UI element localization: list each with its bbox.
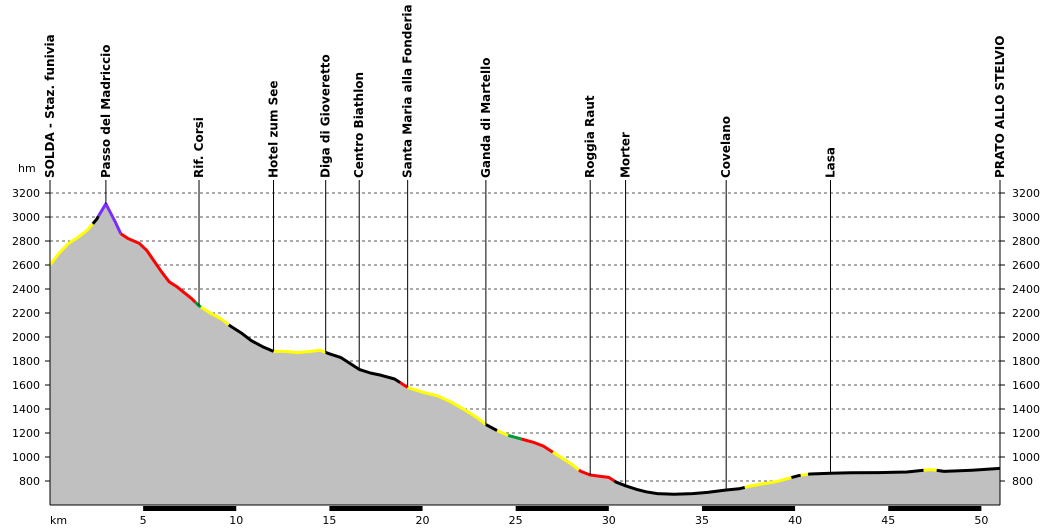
surface-segment-yellow — [407, 385, 487, 426]
y-tick-label: 3200 — [12, 187, 40, 200]
waypoint-label: Centro Biathlon — [352, 72, 366, 178]
y-tick-label: 2200 — [12, 307, 40, 320]
waypoint-label: Lasa — [823, 147, 837, 178]
surface-segment-yellow — [48, 222, 94, 266]
y-tick-label: 2000 — [1012, 331, 1040, 344]
y-tick-label: 2800 — [12, 235, 40, 248]
x-tick-label: 15 — [322, 514, 336, 527]
y-axis-unit-label: hm — [18, 162, 36, 175]
y-tick-label: 3000 — [1012, 211, 1040, 224]
x-axis-band — [888, 506, 982, 511]
x-tick-label: 50 — [974, 514, 988, 527]
y-tick-label: 1600 — [12, 379, 40, 392]
surface-segment-yellow — [200, 305, 230, 326]
x-tick-label: 45 — [881, 514, 895, 527]
x-axis-unit-label: km — [50, 514, 67, 527]
y-tick-label: 1000 — [12, 451, 40, 464]
y-tick-label: 2000 — [12, 331, 40, 344]
surface-segment-red — [119, 232, 197, 304]
waypoint-label: PRATO ALLO STELVIO — [993, 36, 1007, 178]
y-tick-label: 3200 — [1012, 187, 1040, 200]
x-axis-band — [515, 506, 609, 511]
surface-segment-black — [936, 466, 1001, 473]
surface-segment-yellow — [552, 450, 580, 472]
x-axis-band — [143, 506, 237, 511]
waypoint-label: Diga di Gioveretto — [319, 54, 333, 178]
y-tick-label: 1600 — [1012, 379, 1040, 392]
y-axis-left: 800 1000 1200 1400 1600 1800 2000 2200 2400 2600 2… — [12, 180, 51, 505]
y-tick-label: 2600 — [1012, 259, 1040, 272]
y-tick-label: 2600 — [12, 259, 40, 272]
surface-segment-yellow — [273, 348, 327, 355]
y-tick-label: 800 — [19, 475, 40, 488]
x-tick-label: 30 — [602, 514, 616, 527]
x-tick-label: 5 — [140, 514, 147, 527]
waypoint-markers: SOLDA - Staz. funivia Passo del Madriccio… — [43, 4, 1007, 490]
surface-segment-purple — [97, 202, 123, 235]
x-tick-label: 35 — [695, 514, 709, 527]
surface-segment-black — [485, 423, 498, 432]
y-tick-label: 3000 — [12, 211, 40, 224]
surface-segment-yellow — [744, 476, 792, 489]
surface-segment-black — [227, 323, 275, 353]
waypoint-label: Rif. Corsi — [192, 117, 206, 178]
surface-segment-green — [507, 433, 522, 441]
y-tick-label: 2800 — [1012, 235, 1040, 248]
y-tick-label: 2400 — [12, 283, 40, 296]
waypoint-label: Passo del Madriccio — [99, 44, 113, 178]
elevation-area — [50, 203, 1000, 506]
x-tick-label: 20 — [416, 514, 430, 527]
waypoint-label: Morter — [619, 132, 633, 178]
x-tick-label: 40 — [788, 514, 802, 527]
y-axis-right: 800 1000 1200 1400 1600 1800 2000 2200 2400 2600 2… — [999, 180, 1040, 505]
surface-segment-yellow — [496, 429, 509, 437]
waypoint-label: Ganda di Martello — [479, 57, 493, 178]
surface-segment-black — [807, 468, 924, 476]
y-tick-label: 1800 — [12, 355, 40, 368]
y-tick-label: 2400 — [1012, 283, 1040, 296]
surface-segment-red — [578, 468, 616, 483]
x-axis-band — [329, 506, 423, 511]
surface-segment-red — [520, 437, 554, 454]
surface-segment-black — [791, 473, 801, 480]
waypoint-label: Covelano — [719, 116, 733, 178]
waypoint-label: Roggia Raut — [583, 95, 597, 178]
surface-segment-black — [613, 479, 746, 496]
y-tick-label: 1200 — [1012, 427, 1040, 440]
x-tick-label: 25 — [509, 514, 523, 527]
waypoint-label: Hotel zum See — [267, 80, 281, 178]
x-axis-band — [701, 506, 796, 511]
y-tick-label: 800 — [1012, 475, 1033, 488]
surface-profile-line — [48, 202, 1001, 496]
x-tick-label: 10 — [229, 514, 243, 527]
waypoint-label: Santa Maria alla Fonderia — [401, 4, 415, 178]
y-tick-label: 1400 — [12, 403, 40, 416]
y-tick-label: 1200 — [12, 427, 40, 440]
y-tick-label: 1400 — [1012, 403, 1040, 416]
surface-segment-red — [399, 381, 409, 389]
surface-segment-black — [91, 215, 100, 225]
surface-segment-yellow — [800, 472, 809, 477]
waypoint-label: SOLDA - Staz. funivia — [43, 34, 57, 178]
y-tick-label: 2200 — [1012, 307, 1040, 320]
y-tick-label: 1800 — [1012, 355, 1040, 368]
x-axis: 5 10 15 20 25 30 35 40 45 50 — [50, 504, 1000, 527]
surface-segment-yellow — [923, 468, 937, 472]
y-tick-label: 1000 — [1012, 451, 1040, 464]
